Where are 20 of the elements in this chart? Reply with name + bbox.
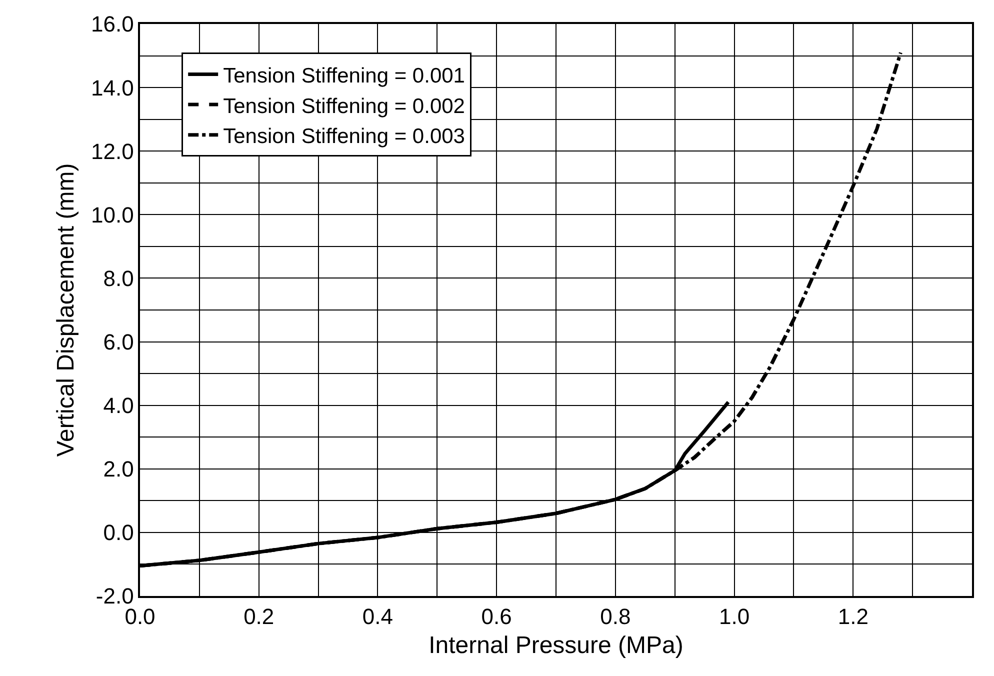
y-tick-label: 16.0 [91,12,134,37]
x-tick-label: 0.2 [244,604,274,630]
x-axis-title: Internal Pressure (MPa) [428,632,684,659]
y-tick-label: 12.0 [91,138,134,164]
x-tick-label: 0.6 [481,604,512,630]
legend-label: Tension Stiffening = 0.003 [223,125,465,148]
y-tick-label: 6.0 [103,329,134,354]
x-tick-label: 1.0 [718,604,750,630]
y-tick-label: 10.0 [91,202,134,228]
y-axis-title: Vertical Displacement (mm) [52,163,80,457]
x-tick-label: 0.8 [600,604,631,630]
y-tick-label: 14.0 [91,75,134,100]
y-tick-label: 8.0 [103,266,134,291]
y-tick-label: 0.0 [103,520,134,546]
x-tick-label: 0.4 [362,604,394,630]
legend-label: Tension Stiffening = 0.002 [223,94,465,118]
y-tick-label: 4.0 [103,393,134,418]
x-tick-label: 1.2 [838,604,868,630]
legend-label: Tension Stiffening = 0.001 [223,64,465,88]
y-tick-label: 2.0 [103,456,134,482]
